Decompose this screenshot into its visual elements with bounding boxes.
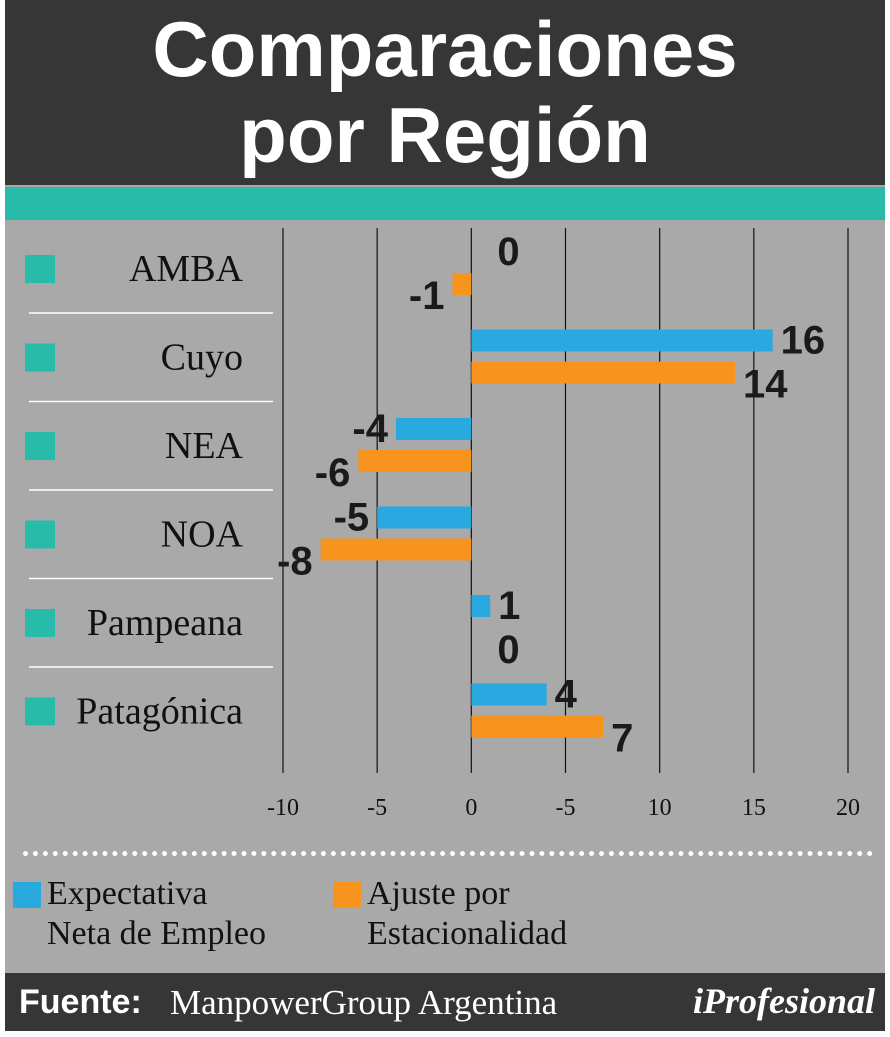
- bar-ajuste: [471, 715, 604, 738]
- bar-expectativa: [471, 595, 491, 617]
- title-line-1: Comparaciones: [152, 5, 738, 93]
- brand-logo: iProfesional: [692, 981, 875, 1021]
- legend-swatch-ajuste: [333, 882, 361, 908]
- category-marker-icon: [25, 432, 55, 460]
- legend-label-expectativa: Expectativa Neta de Empleo: [47, 874, 266, 954]
- category-marker-icon: [25, 697, 55, 726]
- legend-ajuste-line-2: Estacionalidad: [367, 915, 568, 952]
- category-label: Cuyo: [161, 337, 243, 379]
- chart-title: Comparaciones por Región: [5, 6, 885, 178]
- header-banner: Comparaciones por Región: [5, 0, 885, 185]
- legend-label-ajuste: Ajuste por Estacionalidad: [367, 874, 567, 954]
- category-label: NOA: [161, 514, 244, 556]
- x-tick-label: 20: [836, 795, 860, 821]
- legend-divider: [23, 851, 873, 856]
- data-label: 16: [781, 319, 826, 363]
- data-label: -4: [352, 407, 388, 451]
- legend-swatch-expectativa: [13, 882, 41, 908]
- x-tick-label: 0: [465, 795, 477, 821]
- data-label: 7: [611, 717, 633, 761]
- category-label: Patagónica: [76, 691, 243, 733]
- bar-expectativa: [377, 506, 472, 529]
- legend-ajuste-line-1: Ajuste por: [367, 875, 510, 912]
- x-tick-label: 15: [742, 795, 766, 821]
- bar-ajuste: [471, 361, 735, 384]
- category-label: AMBA: [129, 248, 244, 290]
- title-line-2: por Región: [239, 91, 651, 179]
- bar-ajuste: [452, 273, 472, 295]
- category-marker-icon: [25, 520, 55, 549]
- bar-expectativa: [396, 418, 472, 440]
- accent-stripe: [5, 187, 885, 220]
- data-label: 4: [555, 673, 578, 717]
- category-marker-icon: [25, 609, 55, 637]
- infographic-frame: Comparaciones por Región -10 -5 0 -5 10 15 20 A…: [5, 0, 885, 1031]
- bar-ajuste: [320, 538, 472, 561]
- category-label: NEA: [165, 425, 244, 467]
- data-label: -5: [334, 496, 370, 540]
- x-tick-label: -5: [367, 795, 387, 821]
- data-label: 0: [497, 230, 519, 274]
- data-label: 14: [743, 363, 788, 407]
- data-label: -1: [409, 274, 445, 318]
- category-label: Pampeana: [87, 602, 243, 644]
- source-value: ManpowerGroup Argentina: [170, 983, 558, 1022]
- source-label: Fuente:: [19, 983, 142, 1021]
- category-marker-icon: [25, 343, 55, 372]
- data-label: -6: [315, 451, 351, 495]
- data-label: -8: [277, 540, 313, 584]
- footer-bar: Fuente: ManpowerGroup Argentina iProfesi…: [5, 973, 885, 1031]
- legend-expectativa-line-2: Neta de Empleo: [47, 915, 267, 952]
- bar-expectativa: [471, 329, 773, 352]
- x-tick-label: 10: [648, 795, 672, 821]
- bar-expectativa: [471, 683, 547, 706]
- bar-ajuste: [358, 450, 472, 472]
- data-label: 1: [498, 584, 520, 628]
- legend-expectativa-line-1: Expectativa: [47, 875, 208, 912]
- x-tick-label: -10: [267, 795, 299, 821]
- category-marker-icon: [25, 255, 55, 283]
- x-tick-label: -5: [556, 795, 576, 821]
- data-label: 0: [497, 628, 519, 672]
